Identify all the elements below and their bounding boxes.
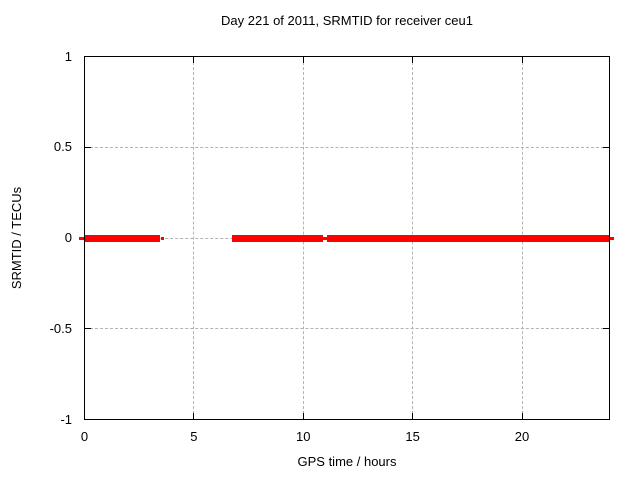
y-tick-mark-left	[85, 146, 91, 148]
x-tick-mark-top	[302, 57, 304, 63]
y-tick-label: 0.5	[53, 139, 72, 155]
grid-line-horizontal	[85, 146, 609, 148]
data-point-mark	[160, 236, 164, 240]
x-tick-label: 10	[296, 429, 311, 444]
plot-area-border	[84, 56, 610, 420]
grid-line-horizontal	[85, 328, 609, 330]
data-point-mark	[609, 236, 614, 240]
y-tick-mark-right	[603, 146, 609, 148]
y-tick-label: -0.5	[49, 320, 72, 336]
chart-title: Day 221 of 2011, SRMTID for receiver ceu…	[221, 13, 473, 28]
x-tick-mark-bottom	[193, 413, 195, 419]
x-tick-mark-top	[521, 57, 523, 63]
x-tick-mark-top	[412, 57, 414, 63]
y-tick-label: 0	[64, 230, 72, 245]
data-segment	[327, 234, 610, 242]
y-axis-label: SRMTID / TECUs	[9, 186, 24, 290]
x-tick-label: 5	[190, 429, 198, 444]
x-axis-label: GPS time / hours	[297, 454, 397, 469]
y-tick-label: 1	[64, 48, 72, 64]
x-tick-mark-bottom	[412, 413, 414, 419]
x-tick-mark-bottom	[521, 413, 523, 419]
data-point-mark	[322, 236, 328, 240]
x-tick-label: 0	[80, 429, 89, 444]
x-tick-label: 20	[514, 429, 530, 444]
x-tick-mark-bottom	[302, 413, 304, 419]
y-tick-label: -1	[60, 411, 72, 427]
y-tick-mark-right	[603, 328, 609, 330]
data-segment	[84, 234, 160, 242]
data-point-mark	[79, 236, 85, 240]
x-tick-mark-top	[193, 57, 195, 63]
x-tick-label: 15	[405, 429, 420, 444]
y-tick-mark-left	[85, 328, 91, 330]
data-segment	[232, 234, 324, 242]
